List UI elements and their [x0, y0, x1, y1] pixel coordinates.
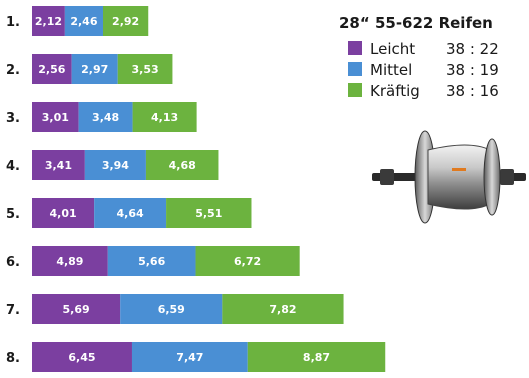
bar-segment-leicht [32, 102, 79, 132]
legend-entry-name: Leicht [370, 40, 415, 58]
data-label: 3,53 [132, 63, 159, 76]
data-label: 4,01 [50, 207, 77, 220]
data-label: 5,66 [138, 255, 165, 268]
bar-segment-krftig [117, 54, 173, 84]
bar-segment-krftig [102, 6, 149, 36]
gear-label: 6. [6, 255, 20, 270]
bar-segment-leicht [32, 54, 72, 84]
data-label: 6,72 [234, 255, 261, 268]
gear-label: 7. [6, 303, 20, 318]
data-label: 2,12 [35, 15, 62, 28]
gear-label: 1. [6, 15, 20, 30]
bar-segment-krftig [132, 102, 197, 132]
bar-segment-krftig [195, 246, 300, 276]
bar-segment-leicht [32, 294, 121, 324]
bar-segment-mittel [84, 150, 146, 180]
legend-entry-ratio: 38 : 19 [446, 61, 499, 79]
data-label: 7,47 [176, 351, 203, 364]
bar-segment-leicht [32, 6, 65, 36]
bar-segment-krftig [166, 198, 252, 228]
gear-label: 4. [6, 159, 20, 174]
legend-swatch [348, 62, 362, 76]
bar-segment-krftig [247, 342, 386, 372]
bar-segment-mittel [120, 294, 223, 324]
bar-segment-leicht [32, 150, 85, 180]
bar-area: 1. 2,12 2,46 2,92 2. 2,56 2,97 3,53 3. 3,01 3,48 4,… [6, 6, 386, 372]
bar-segment-mittel [64, 6, 103, 36]
data-label: 2,92 [112, 15, 139, 28]
gear-hub-illustration [372, 130, 526, 224]
data-label: 8,87 [303, 351, 330, 364]
data-label: 5,51 [195, 207, 222, 220]
gear-label: 5. [6, 207, 20, 222]
chart-title: 28“ 55-622 Reifen [339, 14, 493, 32]
bar-segment-krftig [145, 150, 219, 180]
legend-swatch [348, 41, 362, 55]
legend-entry-name: Mittel [370, 61, 412, 79]
data-label: 3,94 [102, 159, 129, 172]
data-label: 5,69 [63, 303, 90, 316]
data-label: 4,13 [151, 111, 178, 124]
bar-segment-mittel [107, 246, 196, 276]
data-label: 3,01 [42, 111, 69, 124]
data-label: 6,45 [68, 351, 95, 364]
data-label: 6,59 [158, 303, 185, 316]
bar-segment-mittel [78, 102, 133, 132]
legend-entry-name: Kräftig [370, 82, 420, 100]
legend: 28“ 55-622 Reifen Leicht 38 : 22 Mittel 38 … [339, 14, 499, 100]
data-label: 7,82 [269, 303, 296, 316]
gear-label: 8. [6, 351, 20, 366]
bar-segment-mittel [94, 198, 167, 228]
bar-segment-leicht [32, 342, 132, 372]
bar-segment-leicht [32, 198, 95, 228]
legend-swatch [348, 83, 362, 97]
legend-entry-ratio: 38 : 16 [446, 82, 499, 100]
data-label: 2,56 [38, 63, 65, 76]
data-label: 3,48 [92, 111, 119, 124]
data-label: 4,64 [117, 207, 144, 220]
legend-entry-ratio: 38 : 22 [446, 40, 499, 58]
bar-segment-leicht [32, 246, 108, 276]
data-label: 3,41 [45, 159, 72, 172]
bar-segment-krftig [222, 294, 344, 324]
gear-label: 2. [6, 63, 20, 78]
data-label: 2,97 [81, 63, 108, 76]
data-label: 4,68 [169, 159, 196, 172]
gear-label: 3. [6, 111, 20, 126]
bar-segment-mittel [71, 54, 118, 84]
data-label: 4,89 [56, 255, 83, 268]
data-label: 2,46 [70, 15, 97, 28]
bar-segment-mittel [131, 342, 248, 372]
